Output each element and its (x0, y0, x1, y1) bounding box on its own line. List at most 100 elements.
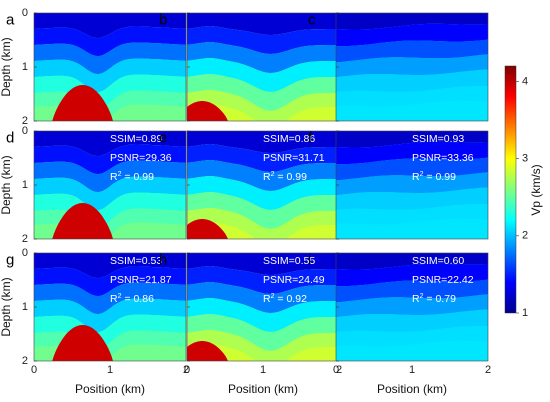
velocity-layer (187, 176, 339, 210)
velocity-layer (34, 266, 186, 297)
panel-label: f (308, 129, 313, 146)
ssim-value: SSIM=0.55 (263, 255, 315, 267)
velocity-layer (187, 160, 339, 191)
metrics-box: SSIM=0.53 PSNR=21.87 R2 = 0.86 (110, 255, 172, 305)
velocity-layer (187, 314, 339, 351)
r2-symbol: R (110, 293, 118, 305)
velocity-layer (336, 279, 488, 303)
velocity-image (34, 131, 186, 239)
colorbar-tick-label: 4 (522, 75, 528, 87)
r2-number: = 0.86 (122, 293, 155, 305)
velocity-layer (336, 86, 488, 107)
velocity-layer (336, 309, 488, 332)
velocity-layer (336, 340, 488, 361)
high-velocity-anomaly (52, 325, 113, 361)
velocity-layer (336, 13, 488, 30)
metrics-box: SSIM=0.60 PSNR=22.42 R2 = 0.79 (412, 255, 474, 305)
r2-number: = 0.99 (275, 171, 308, 183)
velocity-image (336, 131, 488, 239)
metrics-box: SSIM=0.55 PSNR=24.49 R2 = 0.92 (263, 255, 325, 305)
velocity-image (187, 131, 339, 239)
panel-label: h (159, 251, 167, 268)
ssim-value: SSIM=0.86 (263, 133, 315, 145)
velocity-layer (187, 42, 339, 73)
x-axis-label: Position (km) (377, 382, 447, 396)
velocity-layer (34, 192, 186, 229)
y-tick-label: 1 (22, 179, 28, 191)
velocity-layer (34, 160, 186, 193)
r2-number: = 0.99 (122, 171, 155, 183)
r2-value: R2 = 0.99 (110, 171, 154, 183)
velocity-image (187, 13, 339, 121)
y-tick-label: 2 (22, 233, 28, 245)
high-velocity-anomaly (187, 101, 228, 121)
x-tick-label: 0 (333, 364, 339, 376)
velocity-layer (187, 74, 339, 111)
y-tick-label: 1 (22, 301, 28, 313)
velocity-layer (336, 100, 488, 121)
psnr-value: PSNR=22.42 (412, 274, 474, 286)
y-axis-label: Depth (km) (0, 155, 13, 214)
velocity-layer (34, 314, 186, 351)
y-tick-label: 2 (22, 355, 28, 367)
velocity-layer (34, 42, 186, 75)
velocity-image (187, 253, 339, 361)
x-tick-label: 0 (184, 364, 190, 376)
high-velocity-anomaly (187, 219, 228, 239)
x-axis-label: Position (km) (228, 382, 298, 396)
r2-number: = 0.92 (275, 293, 308, 305)
panel-label: a (6, 11, 15, 28)
velocity-layer (336, 172, 488, 196)
ssim-value: SSIM=0.93 (412, 133, 464, 145)
x-tick-label: 2 (485, 364, 491, 376)
high-velocity-anomaly (52, 203, 113, 239)
x-axis-label: Position (km) (75, 382, 145, 396)
velocity-layer (34, 176, 186, 211)
psnr-value: PSNR=21.87 (110, 274, 172, 286)
r2-value: R2 = 0.79 (412, 293, 456, 305)
y-axis-label: Depth (km) (0, 37, 13, 96)
colorbar: 1 2 3 4 Vp (km/s) (504, 65, 543, 319)
panel-a: a 0 1 2 Depth (km) (0, 7, 187, 127)
panel-c: c (308, 11, 489, 122)
y-tick-label: 1 (22, 61, 28, 73)
colorbar-tick-label: 1 (522, 307, 528, 319)
r2-value: R2 = 0.86 (110, 293, 154, 305)
velocity-layer (187, 26, 339, 54)
velocity-layer (187, 144, 339, 172)
x-tick-label: 1 (260, 364, 266, 376)
velocity-layer (336, 54, 488, 78)
velocity-layer (336, 131, 488, 148)
r2-value: R2 = 0.92 (263, 293, 307, 305)
velocity-layer (187, 90, 339, 121)
y-tick-label: 0 (22, 125, 28, 137)
velocity-layer (187, 298, 339, 332)
velocity-layer (187, 330, 339, 361)
velocity-image (336, 13, 488, 121)
psnr-value: PSNR=29.36 (110, 152, 172, 164)
x-tick-label: 1 (107, 364, 113, 376)
velocity-layer (187, 266, 339, 294)
r2-symbol: R (412, 171, 420, 183)
x-tick-label: 0 (31, 364, 37, 376)
panel-e: e SSIM=0.86 PSNR=31.71 R2 = 0.99 (159, 129, 340, 240)
velocity-layer (336, 204, 488, 225)
panel-label: e (159, 129, 167, 146)
velocity-layer (187, 208, 339, 239)
psnr-value: PSNR=24.49 (263, 274, 325, 286)
velocity-layer (34, 282, 186, 315)
velocity-layer (336, 253, 488, 270)
velocity-layer (34, 131, 186, 157)
panel-label: g (6, 251, 14, 268)
velocity-layer (336, 39, 488, 63)
velocity-layer (34, 74, 186, 111)
ssim-value: SSIM=0.89 (110, 133, 162, 145)
velocity-layer (336, 218, 488, 239)
metrics-box: SSIM=0.89 PSNR=29.36 R2 = 0.99 (110, 133, 172, 183)
velocity-layer (187, 58, 339, 92)
velocity-image (336, 253, 488, 361)
